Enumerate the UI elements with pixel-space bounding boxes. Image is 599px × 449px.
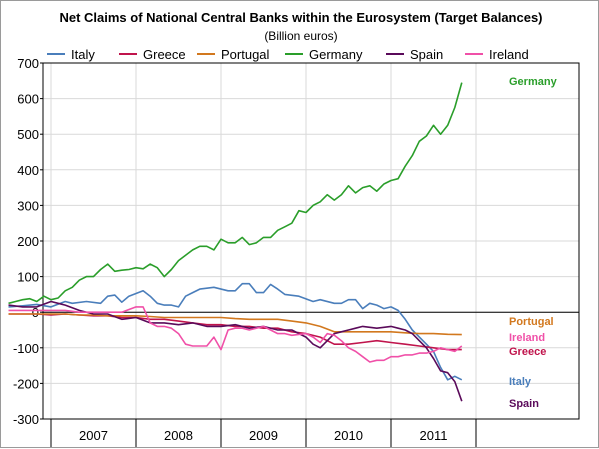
end-label-germany: Germany [509, 76, 558, 88]
legend-label-italy: Italy [71, 47, 95, 62]
end-label-greece: Greece [509, 346, 546, 358]
x-tick-label: 2009 [249, 428, 278, 443]
x-tick-label: 2008 [164, 428, 193, 443]
y-tick-label: 100 [17, 270, 39, 285]
legend: Italy Greece Portugal Germany Spain Ireland [47, 47, 529, 62]
legend-label-portugal: Portugal [221, 47, 270, 62]
axes: -300 -200 -100 0 100 200 300 400 500 600 700 2007 20… [13, 56, 580, 447]
y-tick-label: -300 [13, 412, 39, 427]
chart-title: Net Claims of National Central Banks wit… [59, 10, 542, 25]
legend-label-ireland: Ireland [489, 47, 529, 62]
series-line-ireland [8, 306, 463, 363]
x-tick-label: 2007 [79, 428, 108, 443]
y-tick-label: -200 [13, 376, 39, 391]
series-line-portugal [8, 313, 462, 336]
y-tick-label: -100 [13, 341, 39, 356]
chart-subtitle: (Billion euros) [264, 29, 337, 43]
gridlines [43, 62, 579, 420]
series-end-labels: Italy Greece Portugal Germany Spain Ireland [509, 76, 558, 410]
y-tick-label: 700 [17, 56, 39, 71]
y-tick-label: 500 [17, 127, 39, 142]
x-tick-label: 2011 [420, 428, 448, 443]
end-label-italy: Italy [509, 376, 532, 388]
legend-label-germany: Germany [309, 47, 363, 62]
y-tick-label: 0 [32, 305, 39, 320]
y-tick-label: 600 [17, 92, 39, 107]
legend-label-spain: Spain [410, 47, 443, 62]
end-label-spain: Spain [509, 398, 539, 410]
y-tick-label: 300 [17, 198, 39, 213]
legend-label-greece: Greece [143, 47, 186, 62]
x-tick-label: 2010 [334, 428, 363, 443]
end-label-portugal: Portugal [509, 316, 554, 328]
series-line-spain [8, 300, 463, 402]
y-tick-label: 200 [17, 234, 39, 249]
series-line-germany [8, 82, 463, 305]
series-line-italy [8, 282, 463, 381]
series-group [8, 82, 463, 402]
end-label-ireland: Ireland [509, 332, 545, 344]
y-tick-label: 400 [17, 163, 39, 178]
